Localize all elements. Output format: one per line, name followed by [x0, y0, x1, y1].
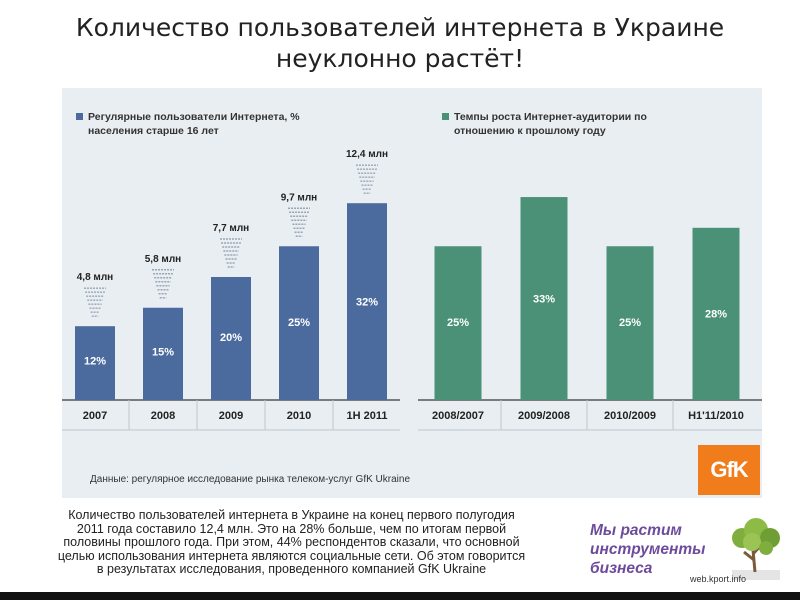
category-label: 2009/2008: [518, 410, 570, 422]
category-label: 2010: [287, 410, 311, 422]
category-label: H1'11/2010: [688, 410, 744, 422]
brand-line: Мы растим: [590, 522, 682, 539]
bar-value-label: 28%: [705, 308, 727, 320]
caption-text: Количество пользователей интернета в Укр…: [14, 508, 569, 577]
legend-growth-label: Темпы роста Интернет-аудитории по отноше…: [454, 111, 647, 137]
brand-line: бизнеса: [590, 560, 653, 577]
bar: [279, 246, 319, 400]
bar-value-label: 32%: [356, 297, 378, 309]
users-count-label: 5,8 млн: [145, 254, 181, 265]
brand-slogan: Мы растим инструменты бизнеса: [590, 521, 705, 578]
bar: [143, 307, 183, 400]
title-line-2: неуклонно растёт!: [275, 44, 525, 73]
tree-icon: [732, 518, 780, 580]
bar: [692, 227, 740, 400]
brand-line: инструменты: [590, 541, 706, 558]
category-label: 1H 2011: [347, 410, 388, 422]
legend-users-label: Регулярные пользователи Интернета, % нас…: [88, 111, 300, 137]
bar: [211, 277, 251, 400]
bar: [434, 246, 482, 400]
bottom-bar: [0, 592, 800, 600]
bar: [520, 197, 568, 400]
legend-users-swatch: [76, 113, 83, 120]
gfk-logo: GfK: [698, 445, 760, 495]
bar-value-label: 20%: [220, 332, 242, 344]
bar: [606, 246, 654, 400]
users-count-label: 9,7 млн: [281, 192, 317, 203]
bar: [75, 326, 115, 400]
bar-value-label: 25%: [619, 317, 641, 329]
data-source-note: Данные: регулярное исследование рынка те…: [90, 474, 411, 485]
category-label: 2007: [83, 410, 107, 422]
caption-line: в результатах исследования, проведенного…: [96, 562, 487, 576]
category-label: 2009: [219, 410, 243, 422]
title-line-1: Количество пользователей интернета в Укр…: [75, 13, 725, 42]
category-label: 2008: [151, 410, 175, 422]
bar-value-label: 15%: [152, 347, 174, 359]
category-label: 2008/2007: [432, 410, 484, 422]
bar-value-label: 12%: [84, 356, 106, 368]
bar-value-label: 25%: [447, 317, 469, 329]
caption-line: половины прошлого года. При этом, 44% ре…: [63, 535, 520, 549]
users-count-label: 12,4 млн: [346, 149, 388, 160]
site-url: web.kport.info: [690, 574, 747, 584]
page-title: Количество пользователей интернета в Укр…: [0, 12, 800, 74]
legend-growth-swatch: [442, 113, 449, 120]
category-label: 2010/2009: [604, 410, 656, 422]
caption-line: 2011 года составило 12,4 млн. Это на 28%…: [76, 521, 507, 536]
caption-line: Количество пользователей интернета в Укр…: [68, 508, 515, 522]
caption-line: целью использования интернета являются с…: [57, 548, 526, 563]
bar: [347, 203, 387, 400]
bar-value-label: 33%: [533, 294, 555, 306]
bar-value-label: 25%: [288, 317, 310, 329]
users-count-label: 7,7 млн: [213, 223, 249, 234]
users-count-label: 4,8 млн: [77, 272, 113, 283]
